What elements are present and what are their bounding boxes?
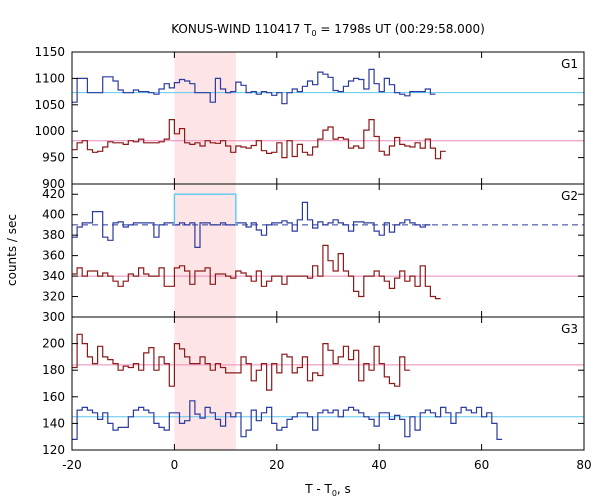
highlight-band [174,317,236,450]
y-tick-label: 1050 [34,98,65,112]
y-tick-label: 1000 [34,124,65,138]
panel-label: G3 [561,322,578,336]
series-0-line [72,201,431,248]
panel-frame [71,51,585,185]
panel-frame [71,316,585,451]
series-0-line [72,68,436,105]
highlight-level [173,193,237,225]
y-tick-label: 420 [42,187,65,201]
series-0-line [72,400,503,440]
panel-g1: G1 900 950 1000 1050 1100 1150 [34,45,585,191]
x-tick-label: 0 [171,458,179,472]
y-tick-label: 900 [42,177,65,191]
highlight-band [174,52,236,184]
series-1-line [72,244,441,300]
series-1-line [72,119,446,160]
panel-g2: G2 300 320 340 360 380 400 420 [42,183,585,324]
y-tick-label: 180 [42,363,65,377]
x-tick-label: 20 [269,458,284,472]
y-tick-label: 320 [42,290,65,304]
y-tick-label: 120 [42,443,65,457]
series-1-line [72,333,410,391]
y-tick-label: 340 [42,269,65,283]
chart-title: KONUS-WIND 110417 T0 = 1798s UT (00:29:5… [171,22,485,38]
y-tick-label: 1100 [34,71,65,85]
x-tick-label: -20 [62,458,82,472]
y-axis-label: counts / sec [5,214,19,286]
x-tick-label: 60 [474,458,489,472]
y-tick-label: 300 [42,310,65,324]
panel-label: G2 [561,189,578,203]
x-axis-label: T - T0, s [304,482,351,498]
highlight-band [174,184,236,317]
panel-label: G1 [561,57,578,71]
y-tick-label: 200 [42,337,65,351]
panel-g3: G3 120 140 160 180 200 [42,316,585,457]
x-tick-label: 40 [372,458,387,472]
y-tick-label: 950 [42,151,65,165]
y-tick-label: 400 [42,208,65,222]
y-tick-label: 160 [42,390,65,404]
y-tick-label: 140 [42,416,65,430]
panels: G1 900 950 1000 1050 1100 1150 G2 300 320 340 360 38… [34,45,591,472]
x-tick-label: 80 [576,458,591,472]
y-tick-label: 380 [42,228,65,242]
y-tick-label: 1150 [34,45,65,59]
y-tick-label: 360 [42,249,65,263]
